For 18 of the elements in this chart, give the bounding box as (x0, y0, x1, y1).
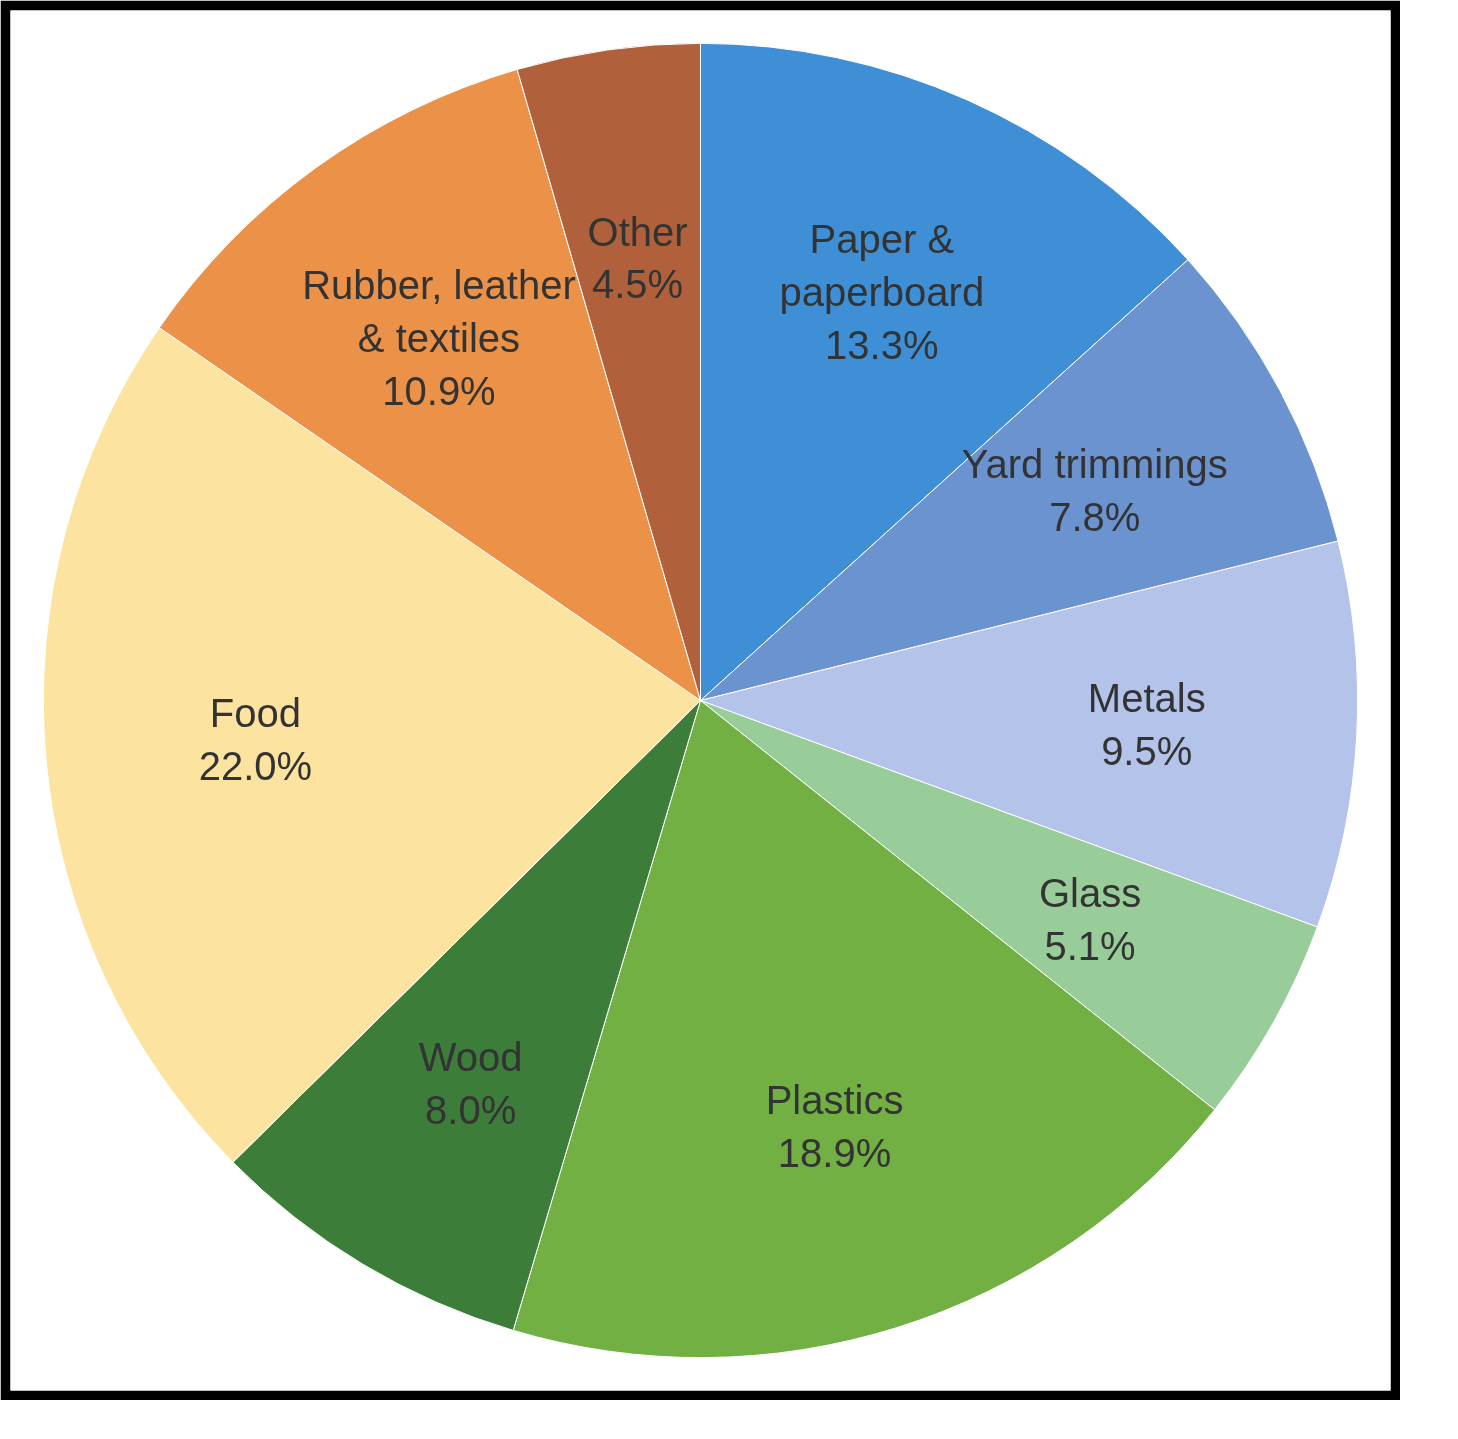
data-label: 9.5% (1101, 728, 1193, 773)
data-label: 7.8% (1049, 494, 1141, 539)
data-label: 4.5% (591, 262, 684, 307)
slice-label: Metals (1087, 675, 1206, 720)
slice-label: Other (587, 209, 688, 254)
data-label: 18.9% (777, 1131, 892, 1176)
slice-label: Rubber, leather & textiles (302, 263, 576, 361)
data-label: 5.1% (1044, 923, 1136, 968)
data-label: 13.3% (825, 322, 939, 367)
slice-label: Glass (1038, 871, 1142, 916)
slice-label: Plastics (765, 1078, 904, 1123)
data-label: 8.0% (425, 1088, 517, 1133)
data-label: 10.9% (382, 368, 496, 413)
slice-label: Wood (418, 1035, 523, 1080)
slice-label: Food (209, 691, 301, 736)
slice-label: Paper & paperboard (779, 217, 985, 315)
slice-label: Yard trimmings (961, 441, 1228, 486)
data-label: 22.0% (198, 744, 313, 789)
